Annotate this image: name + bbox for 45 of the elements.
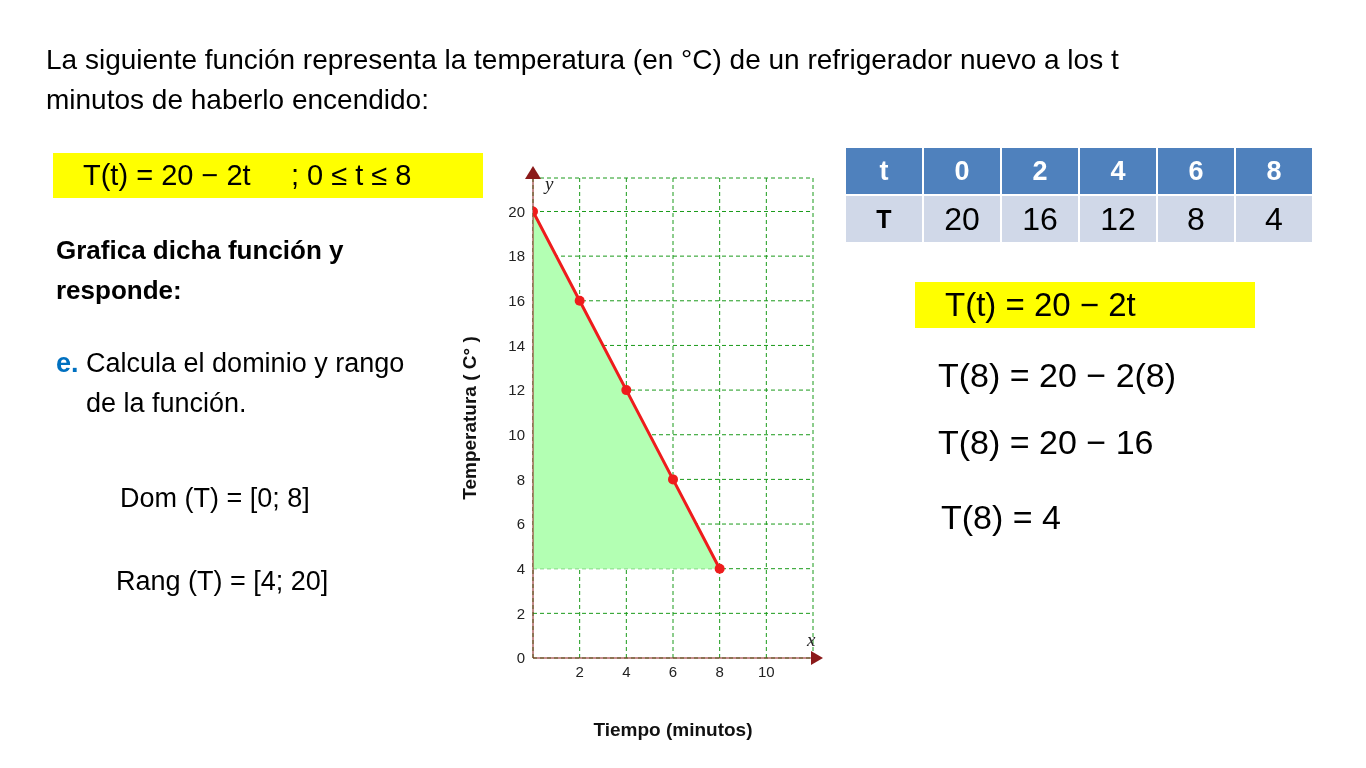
text: 8 <box>1157 195 1235 243</box>
y-tick-label: 12 <box>508 381 525 399</box>
x-tick-label: 4 <box>622 662 631 680</box>
annotation: y <box>543 173 554 194</box>
text: 2 <box>1001 147 1079 195</box>
text: 6 <box>1157 147 1235 195</box>
text: T(t) = 20 − 2t <box>915 282 1255 328</box>
y-tick-label: 2 <box>516 604 525 622</box>
text: T(8) = 20 − 16 <box>938 423 1154 462</box>
x-axis-title: Tiempo (minutos) <box>593 719 753 740</box>
x-tick-label: 8 <box>715 662 724 680</box>
y-tick-label: 4 <box>516 560 525 578</box>
annotation: x <box>806 629 816 650</box>
text: 4 <box>1235 195 1313 243</box>
point <box>574 295 585 306</box>
text: T(8) = 20 − 2(8) <box>938 356 1177 395</box>
text: T(8) = 4 <box>941 498 1061 537</box>
x-tick-label: 10 <box>757 662 775 680</box>
y-tick-label: 20 <box>508 202 525 220</box>
text: 8 <box>1235 147 1313 195</box>
text: Rang (T) = [4; 20] <box>116 566 329 597</box>
text: 12 <box>1079 195 1157 243</box>
text: e. Calcula el dominio y rango de la función. <box>56 347 406 420</box>
y-tick-label: 16 <box>508 292 525 310</box>
text: 16 <box>1001 195 1079 243</box>
text: Dom (T) = [0; 8] <box>120 483 310 514</box>
text: t <box>845 147 923 195</box>
text: Grafica dicha función y responde: <box>56 234 345 307</box>
y-tick-label: 10 <box>508 426 525 444</box>
text: 0 <box>923 147 1001 195</box>
text: 20 <box>923 195 1001 243</box>
y-tick-label: 18 <box>508 247 525 265</box>
y-tick-label: 8 <box>516 470 525 488</box>
text: 4 <box>1079 147 1157 195</box>
point <box>621 385 632 396</box>
text: T <box>845 195 923 243</box>
y-tick-label: 6 <box>516 515 525 533</box>
y-tick-label: 0 <box>516 649 525 667</box>
chart-title: La siguiente función representa la temperatura (en °C) de un refrigerador nuevo a los t minutos de haberlo encendido: <box>46 43 1120 117</box>
point <box>668 474 678 485</box>
point <box>714 563 725 574</box>
x-tick-label: 6 <box>668 662 678 680</box>
text: T(t) = 20 − 2t ; 0 ≤ t ≤ 8 <box>53 153 483 198</box>
x-tick-label: 2 <box>575 662 584 680</box>
y-tick-label: 14 <box>508 336 525 354</box>
